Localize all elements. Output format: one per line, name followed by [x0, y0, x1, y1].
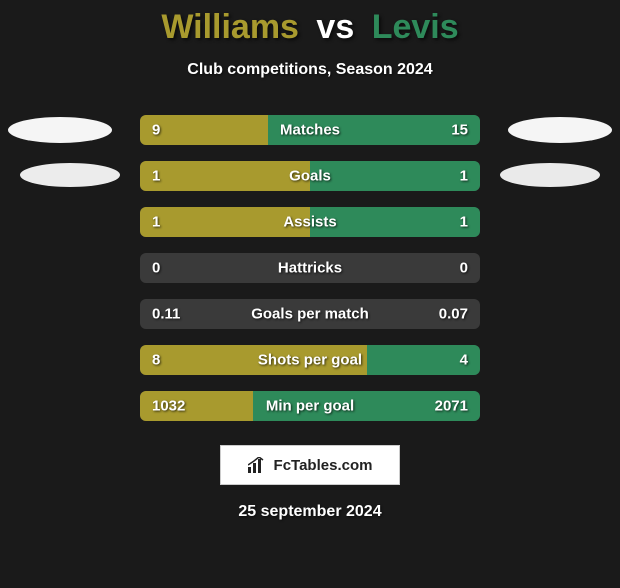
vs-text: vs	[316, 8, 354, 46]
stat-row: 1032 2071 Min per goal	[140, 391, 480, 421]
player2-flag	[500, 163, 600, 187]
stat-left-value: 0	[152, 260, 160, 277]
stat-label: Hattricks	[278, 260, 342, 277]
stat-left-value: 8	[152, 352, 160, 369]
stat-right-value: 2071	[435, 398, 468, 415]
player1-name: Williams	[161, 8, 299, 46]
player2-name: Levis	[372, 8, 459, 46]
stat-left-fill	[140, 161, 310, 191]
player1-flag	[20, 163, 120, 187]
stat-label: Shots per goal	[258, 352, 362, 369]
stat-right-value: 4	[460, 352, 468, 369]
stat-right-fill	[310, 161, 480, 191]
chart-icon	[248, 457, 268, 473]
stat-label: Matches	[280, 122, 340, 139]
stat-bars: 9 15 Matches 1 1 Goals 1 1 Assists 0 0 Hattricks 0.1…	[140, 115, 480, 421]
stat-label: Assists	[283, 214, 336, 231]
stat-right-value: 0	[460, 260, 468, 277]
stat-row: 1 1 Goals	[140, 161, 480, 191]
comparison-content: 9 15 Matches 1 1 Goals 1 1 Assists 0 0 Hattricks 0.1…	[0, 115, 620, 421]
comparison-title: Williams vs Levis	[0, 8, 620, 47]
stat-right-value: 1	[460, 168, 468, 185]
stat-right-value: 0.07	[439, 306, 468, 323]
stat-left-value: 9	[152, 122, 160, 139]
subtitle: Club competitions, Season 2024	[0, 61, 620, 79]
fctables-logo: FcTables.com	[220, 445, 400, 485]
stat-label: Min per goal	[266, 398, 354, 415]
stat-row: 1 1 Assists	[140, 207, 480, 237]
player2-avatar	[508, 117, 612, 143]
logo-text: FcTables.com	[274, 457, 373, 474]
stat-row: 0 0 Hattricks	[140, 253, 480, 283]
stat-right-value: 1	[460, 214, 468, 231]
stat-left-value: 1	[152, 168, 160, 185]
player1-avatar	[8, 117, 112, 143]
footer-date: 25 september 2024	[0, 503, 620, 521]
stat-right-value: 15	[451, 122, 468, 139]
stat-left-value: 1032	[152, 398, 185, 415]
stat-row: 9 15 Matches	[140, 115, 480, 145]
stat-left-value: 1	[152, 214, 160, 231]
stat-label: Goals	[289, 168, 331, 185]
stat-row: 8 4 Shots per goal	[140, 345, 480, 375]
stat-left-value: 0.11	[152, 306, 180, 323]
stat-label: Goals per match	[251, 306, 369, 323]
stat-row: 0.11 0.07 Goals per match	[140, 299, 480, 329]
